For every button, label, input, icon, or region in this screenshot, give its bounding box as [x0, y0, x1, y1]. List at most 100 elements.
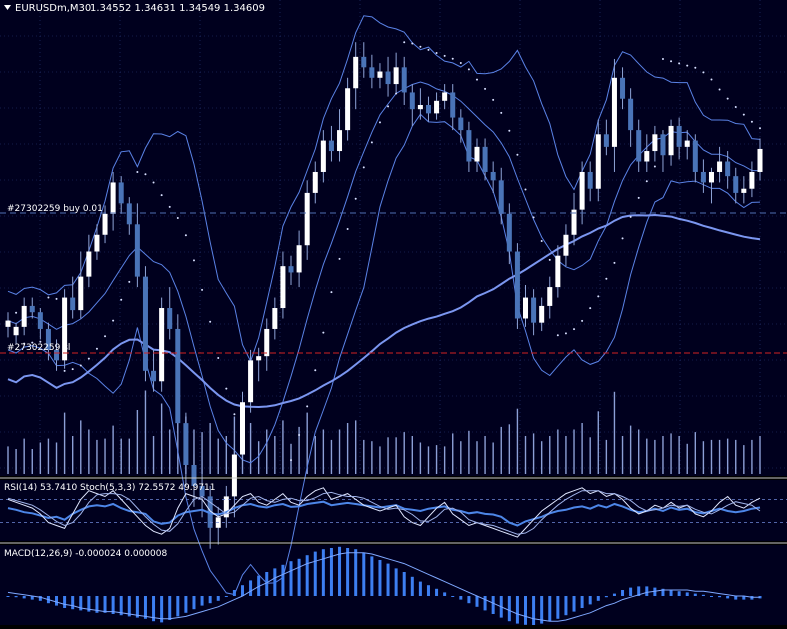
candle-body — [450, 92, 456, 118]
macd-label: MACD(12,26,9) -0.000024 0.000008 — [4, 549, 167, 559]
macd-histogram-bar — [281, 564, 285, 596]
sar-dot — [87, 357, 90, 360]
macd-histogram-bar — [540, 596, 544, 624]
candle-body — [369, 67, 375, 78]
sar-dot — [120, 298, 123, 301]
sar-dot — [322, 331, 325, 334]
sar-dot — [759, 127, 761, 130]
macd-histogram-bar — [273, 568, 277, 596]
sar-dot — [298, 434, 301, 437]
dropdown-triangle-icon[interactable] — [4, 5, 11, 10]
sar-dot — [532, 216, 535, 219]
candle-body — [660, 134, 666, 156]
sar-dot — [290, 459, 293, 462]
candle-body — [159, 308, 165, 382]
macd-histogram-bar — [152, 596, 156, 622]
macd-histogram-bar — [257, 575, 261, 596]
sar-dot — [330, 291, 333, 294]
candle-body — [620, 77, 626, 99]
macd-pane — [6, 546, 762, 626]
macd-histogram-bar — [305, 555, 309, 596]
sar-dot — [734, 105, 737, 108]
macd-histogram-bar — [127, 596, 131, 617]
macd-histogram-bar — [596, 596, 600, 601]
macd-histogram-bar — [572, 596, 576, 612]
macd-histogram-bar — [265, 572, 269, 596]
macd-histogram-bar — [515, 596, 519, 624]
sar-dot — [144, 173, 147, 176]
candle-body — [725, 161, 731, 177]
macd-histogram-bar — [184, 596, 188, 613]
candle-body — [603, 134, 609, 147]
candle-body — [611, 77, 617, 147]
sar-dot — [47, 296, 50, 299]
sar-dot — [589, 307, 592, 310]
macd-histogram-bar — [103, 596, 107, 613]
macd-histogram-bar — [22, 596, 26, 599]
candle-body — [199, 485, 205, 497]
candle-body — [668, 125, 674, 156]
macd-histogram-bar — [507, 596, 511, 622]
macd-histogram-bar — [467, 596, 471, 604]
candle-body — [337, 130, 343, 152]
sar-dot — [71, 368, 74, 371]
sar-dot — [403, 41, 406, 44]
candle-body — [539, 305, 545, 323]
macd-histogram-bar — [426, 585, 430, 596]
stochastic-signal-line — [7, 490, 761, 535]
candle-body — [652, 134, 658, 152]
macd-histogram-bar — [346, 548, 350, 596]
sar-dot — [176, 216, 179, 219]
sar-dot — [451, 57, 454, 60]
sar-dot — [39, 340, 42, 343]
candle-body — [175, 328, 181, 424]
sar-dot — [79, 364, 82, 367]
sar-dot — [209, 320, 212, 323]
sar-dot — [184, 234, 187, 237]
macd-histogram-bar — [661, 588, 665, 596]
candle-body — [531, 297, 537, 323]
macd-histogram-bar — [200, 596, 204, 606]
macd-histogram-bar — [718, 596, 722, 598]
sar-dot — [136, 170, 139, 173]
sar-dot — [750, 120, 753, 123]
candle-body — [126, 203, 132, 225]
candle-body — [280, 266, 286, 309]
sar-dot — [492, 98, 495, 101]
macd-histogram-bar — [362, 552, 366, 596]
candle-body — [231, 454, 237, 497]
macd-histogram-bar — [451, 596, 455, 597]
sar-dot — [678, 62, 681, 65]
sar-dot — [484, 87, 487, 90]
sar-dot — [516, 153, 519, 156]
macd-histogram-bar — [410, 576, 414, 596]
sar-dot — [201, 288, 204, 291]
macd-histogram-bar — [588, 596, 592, 605]
macd-histogram-bar — [459, 596, 463, 600]
macd-histogram-bar — [556, 596, 560, 619]
candle-body — [466, 130, 472, 162]
ohlc-label: 1.34552 1.34631 1.34549 1.34609 — [90, 3, 265, 14]
macd-histogram-bar — [637, 586, 641, 596]
macd-histogram-bar — [176, 596, 180, 617]
candle-body — [94, 234, 100, 252]
macd-histogram-bar — [621, 590, 625, 596]
candle-body — [151, 370, 157, 382]
candle-body — [167, 308, 173, 329]
sar-dot — [419, 45, 422, 48]
candle-body — [272, 308, 278, 329]
macd-histogram-bar — [394, 568, 398, 596]
macd-histogram-bar — [548, 596, 552, 622]
sar-dot — [15, 311, 18, 314]
candle-body — [5, 320, 11, 327]
candle-body — [692, 140, 698, 172]
macd-histogram-bar — [709, 596, 713, 597]
sar-dot — [710, 78, 713, 81]
macd-histogram-bar — [750, 596, 754, 600]
macd-histogram-bar — [338, 546, 342, 596]
sar-dot — [605, 277, 608, 280]
sar-dot — [338, 257, 341, 260]
sar-dot — [686, 64, 689, 67]
